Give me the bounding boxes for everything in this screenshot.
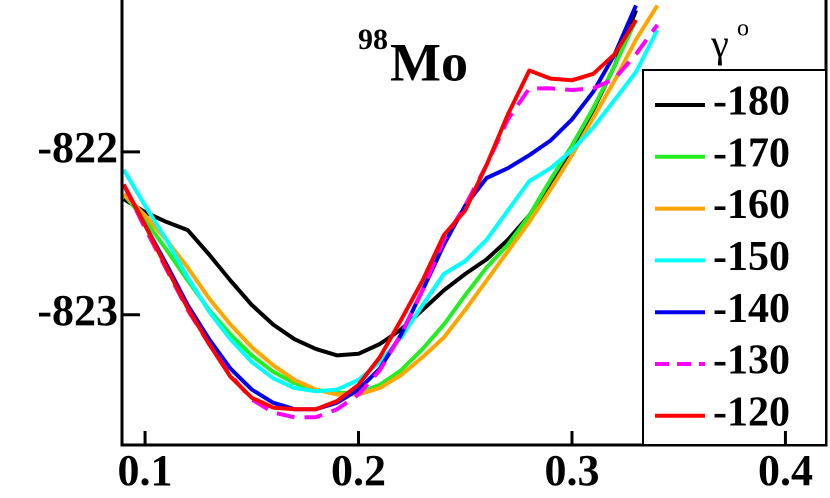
x-tick-label: 0.4: [758, 446, 813, 495]
series-line: [122, 23, 660, 420]
legend-title-superscript: o: [737, 16, 749, 42]
legend-label: -120: [713, 389, 790, 435]
x-tick-label: 0.3: [544, 446, 599, 495]
series-line: [122, 9, 638, 358]
x-tick-label: 0.1: [118, 446, 173, 495]
legend-box: [642, 69, 827, 446]
series-line: [122, 19, 638, 395]
legend-label: -160: [713, 182, 790, 228]
series-line: [122, 18, 638, 412]
chart-title: Mo: [390, 32, 468, 92]
legend-label: -140: [713, 286, 790, 332]
title-superscript: 98: [358, 23, 388, 56]
legend-label: -130: [713, 338, 790, 384]
plot-lines: [122, 4, 660, 420]
series-line: [122, 4, 660, 397]
series-line: [122, 4, 638, 412]
legend-title: γ: [710, 21, 729, 66]
legend-label: -180: [713, 79, 790, 125]
x-tick-label: 0.2: [331, 446, 386, 495]
y-tick-label: -822: [37, 123, 118, 172]
y-tick-label: -823: [37, 286, 118, 335]
legend-label: -150: [713, 234, 790, 280]
legend-label: -170: [713, 130, 790, 176]
